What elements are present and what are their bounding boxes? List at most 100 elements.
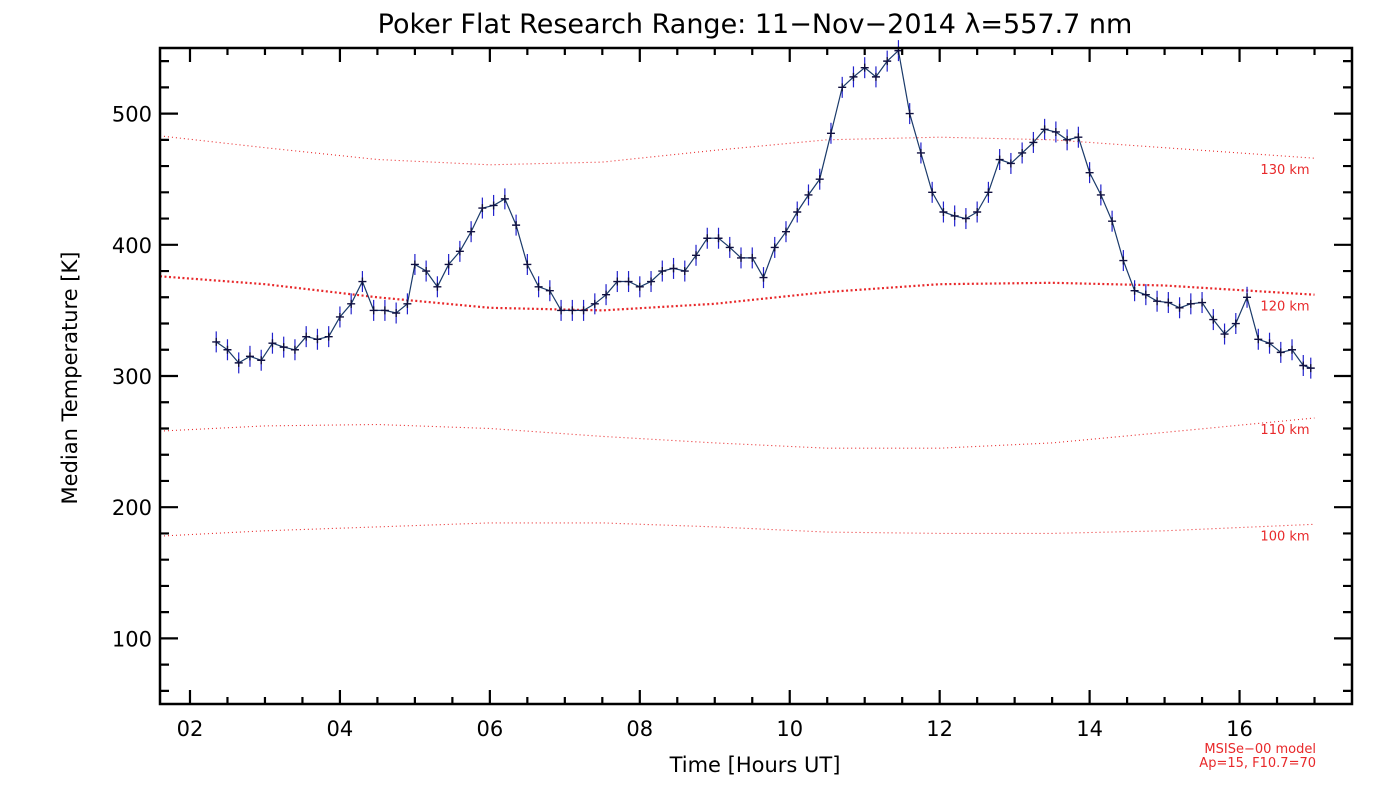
data-point — [433, 282, 442, 291]
data-point — [523, 260, 532, 269]
data-point — [624, 277, 633, 286]
data-point — [613, 277, 622, 286]
data-point — [770, 243, 779, 252]
data-point — [871, 72, 880, 81]
y-tick-label: 100 — [112, 627, 152, 651]
data-point — [1299, 361, 1308, 370]
data-point — [647, 277, 656, 286]
data-point — [973, 208, 982, 216]
x-axis-label: Time [Hours UT] — [669, 753, 841, 777]
model-note-line-2: Ap=15, F10.7=70 — [1199, 756, 1316, 771]
data-point — [422, 267, 431, 276]
data-point — [748, 253, 757, 262]
data-point — [692, 251, 701, 260]
data-point — [1006, 159, 1015, 168]
data-point — [455, 247, 464, 256]
data-point — [212, 337, 221, 346]
model-curve-label-100-km: 100 km — [1260, 529, 1309, 544]
data-point — [1119, 256, 1128, 265]
data-point — [324, 332, 333, 341]
data-point — [1164, 298, 1173, 307]
data-point — [478, 204, 487, 213]
data-point — [950, 211, 959, 220]
data-point — [860, 63, 869, 72]
data-point — [602, 290, 611, 299]
axis-ticks — [160, 48, 1352, 704]
data-point — [568, 306, 577, 315]
data-point — [1153, 297, 1162, 306]
model-curve-120-km — [159, 275, 1315, 312]
data-point — [916, 148, 925, 157]
data-point — [1306, 364, 1315, 373]
data-point — [403, 299, 412, 308]
data-point — [725, 243, 734, 252]
y-tick-label: 500 — [112, 103, 152, 127]
data-point — [669, 264, 678, 273]
data-point — [534, 282, 543, 291]
data-point — [268, 339, 277, 348]
data-point — [849, 72, 858, 81]
model-note-line-1: MSISe−00 model — [1204, 742, 1316, 757]
data-point — [1063, 135, 1072, 144]
data-point — [1040, 125, 1049, 134]
data-point — [1254, 335, 1263, 344]
data-point — [1276, 348, 1285, 357]
data-point — [1231, 319, 1240, 328]
plot-frame — [158, 46, 1354, 706]
data-point — [579, 306, 588, 315]
data-point — [793, 208, 802, 216]
data-point — [703, 234, 712, 243]
data-point — [883, 57, 892, 66]
axis-tick-labels: 02 04 06 08 10 12 14 16 100 200 300 400 500 — [112, 103, 1253, 741]
data-point — [1141, 290, 1150, 299]
x-tick-label: 14 — [1076, 717, 1103, 741]
data-point — [335, 312, 344, 321]
model-curve-100-km — [159, 522, 1315, 537]
measured-line — [215, 49, 1311, 369]
data-point — [1186, 299, 1195, 308]
data-point — [410, 260, 419, 269]
x-tick-label: 12 — [926, 717, 953, 741]
data-point — [995, 155, 1004, 164]
data-point — [1288, 345, 1297, 354]
data-point — [313, 335, 322, 344]
y-tick-label: 400 — [112, 234, 152, 258]
x-tick-label: 02 — [177, 717, 204, 741]
data-point — [392, 309, 401, 318]
model-curve-label-130-km: 130 km — [1260, 163, 1309, 178]
data-point — [545, 286, 554, 295]
data-point — [358, 277, 367, 286]
data-point — [826, 129, 835, 138]
data-point — [680, 267, 689, 276]
data-point — [279, 343, 288, 352]
data-point — [557, 306, 566, 315]
data-point — [1074, 133, 1083, 142]
data-point — [302, 332, 311, 341]
data-point — [444, 260, 453, 269]
data-point — [939, 208, 948, 216]
data-point — [1051, 127, 1060, 136]
data-point — [781, 227, 790, 236]
data-point — [234, 358, 243, 367]
data-point — [245, 352, 254, 361]
data-point — [1085, 168, 1094, 177]
data-point — [1175, 303, 1184, 312]
data-point — [984, 188, 993, 197]
x-tick-label: 08 — [626, 717, 653, 741]
model-altitude-labels: 100 km 110 km 120 km 130 km — [1260, 163, 1309, 544]
data-point — [714, 234, 723, 243]
data-point — [500, 194, 509, 203]
data-point — [815, 175, 824, 184]
data-point — [257, 356, 266, 365]
model-curve-label-120-km: 120 km — [1260, 300, 1309, 315]
model-curve-130-km — [159, 135, 1315, 166]
data-point — [635, 282, 644, 291]
data-point — [928, 188, 937, 197]
data-point — [290, 345, 299, 354]
data-point — [380, 306, 389, 315]
data-point — [1243, 293, 1252, 302]
data-point — [467, 227, 476, 236]
data-point — [369, 306, 378, 315]
x-tick-label: 16 — [1226, 717, 1253, 741]
model-curve-label-110-km: 110 km — [1260, 423, 1309, 438]
